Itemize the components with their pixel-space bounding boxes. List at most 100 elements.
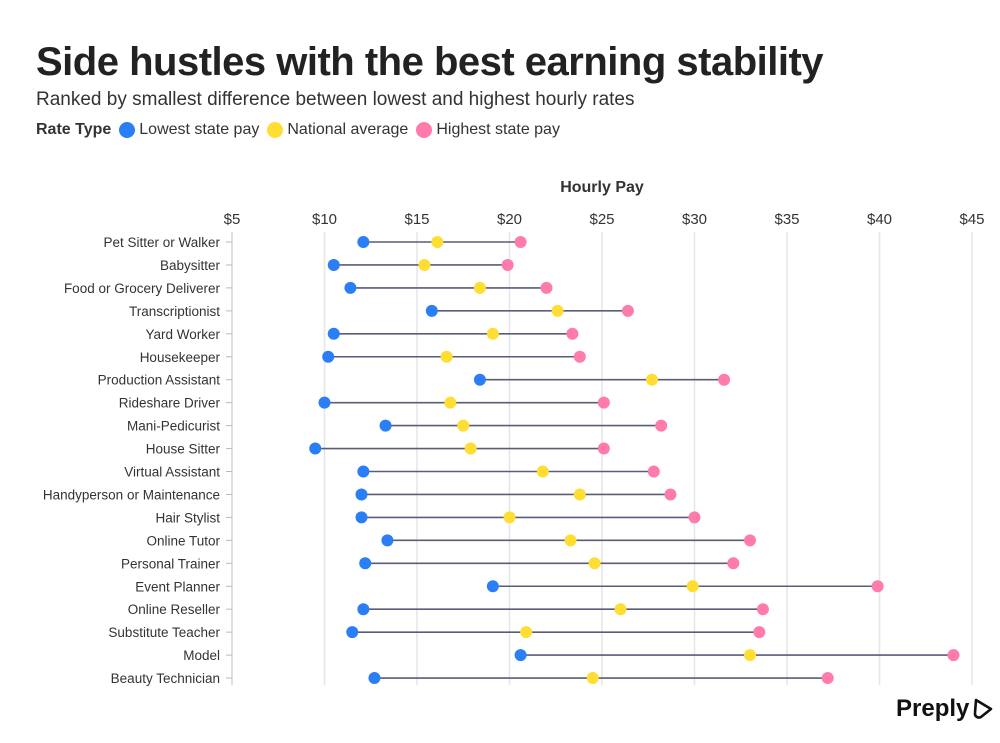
- point-national-average: [444, 396, 457, 409]
- x-tick-label: $45: [959, 211, 984, 228]
- point-lowest-state-pay: [344, 281, 357, 294]
- point-lowest-state-pay: [381, 534, 394, 547]
- point-lowest-state-pay: [322, 350, 335, 363]
- x-tick-label: $15: [404, 211, 429, 228]
- point-highest-state-pay: [664, 488, 677, 501]
- point-national-average: [573, 488, 586, 501]
- point-highest-state-pay: [621, 304, 634, 317]
- point-highest-state-pay: [718, 373, 731, 386]
- point-highest-state-pay: [566, 327, 579, 340]
- y-tick-label: Beauty Technician: [111, 671, 220, 686]
- legend-swatch-avg: [267, 122, 284, 138]
- point-national-average: [536, 465, 549, 478]
- y-tick-label: Housekeeper: [140, 350, 221, 365]
- point-highest-state-pay: [597, 396, 610, 409]
- point-lowest-state-pay: [473, 373, 486, 386]
- legend-item-low: Lowest state pay: [119, 121, 259, 139]
- x-tick-label: $20: [497, 211, 522, 228]
- point-highest-state-pay: [501, 258, 514, 271]
- point-national-average: [503, 511, 516, 524]
- y-tick-label: Substitute Teacher: [108, 625, 220, 640]
- legend-swatch-high: [416, 122, 433, 138]
- point-highest-state-pay: [655, 419, 668, 432]
- y-tick-label: Mani-Pedicurist: [127, 419, 220, 434]
- y-tick-label: Personal Trainer: [121, 556, 221, 571]
- x-tick-label: $25: [589, 211, 614, 228]
- legend-label-low: Lowest state pay: [139, 121, 260, 138]
- point-lowest-state-pay: [357, 236, 370, 248]
- point-highest-state-pay: [597, 442, 610, 455]
- legend-item-avg: National average: [267, 121, 408, 139]
- point-national-average: [440, 350, 453, 363]
- point-national-average: [588, 557, 601, 570]
- x-tick-label: $5: [224, 211, 241, 228]
- point-highest-state-pay: [573, 350, 586, 363]
- point-national-average: [686, 580, 699, 593]
- point-highest-state-pay: [744, 534, 756, 547]
- point-lowest-state-pay: [309, 442, 322, 455]
- y-tick-label: Pet Sitter or Walker: [103, 235, 220, 250]
- point-national-average: [645, 373, 658, 386]
- point-national-average: [551, 304, 564, 317]
- preply-logo-icon: [974, 698, 993, 719]
- preply-logo: Preply: [896, 695, 994, 723]
- y-tick-label: Yard Worker: [145, 327, 220, 342]
- point-lowest-state-pay: [357, 603, 370, 616]
- point-highest-state-pay: [871, 580, 884, 593]
- point-national-average: [457, 419, 470, 432]
- point-national-average: [744, 649, 756, 662]
- point-national-average: [431, 236, 444, 248]
- point-highest-state-pay: [647, 465, 660, 478]
- point-highest-state-pay: [514, 236, 527, 248]
- y-tick-label: Virtual Assistant: [124, 465, 220, 480]
- y-tick-label: Babysitter: [160, 258, 221, 273]
- legend-label-avg: National average: [287, 121, 409, 138]
- y-tick-label: Event Planner: [135, 579, 220, 594]
- y-tick-label: Food or Grocery Deliverer: [64, 281, 221, 296]
- point-national-average: [486, 327, 499, 340]
- point-lowest-state-pay: [514, 649, 527, 662]
- point-national-average: [614, 603, 627, 616]
- point-lowest-state-pay: [486, 580, 499, 593]
- legend-swatch-low: [119, 122, 136, 138]
- brand-name: Preply: [896, 695, 970, 722]
- y-tick-label: Model: [183, 648, 220, 663]
- point-national-average: [418, 258, 431, 271]
- y-tick-label: Rideshare Driver: [119, 396, 221, 411]
- point-highest-state-pay: [753, 626, 766, 639]
- point-lowest-state-pay: [359, 557, 372, 570]
- x-tick-label: $35: [774, 211, 799, 228]
- point-highest-state-pay: [821, 672, 834, 685]
- y-tick-label: Handyperson or Maintenance: [43, 487, 220, 502]
- point-lowest-state-pay: [355, 511, 368, 524]
- point-highest-state-pay: [688, 511, 701, 524]
- y-tick-label: Online Tutor: [146, 533, 220, 548]
- legend-title: Rate Type: [36, 121, 112, 138]
- legend-label-high: Highest state pay: [436, 121, 560, 138]
- point-national-average: [564, 534, 577, 547]
- point-lowest-state-pay: [327, 258, 340, 271]
- point-highest-state-pay: [540, 281, 553, 294]
- point-highest-state-pay: [947, 649, 960, 662]
- point-lowest-state-pay: [368, 672, 381, 685]
- point-lowest-state-pay: [346, 626, 359, 639]
- point-highest-state-pay: [727, 557, 740, 570]
- x-tick-label: $10: [312, 211, 337, 228]
- y-tick-label: House Sitter: [146, 442, 221, 457]
- point-lowest-state-pay: [355, 488, 368, 501]
- point-national-average: [520, 626, 533, 639]
- point-national-average: [586, 672, 599, 685]
- y-tick-label: Transcriptionist: [129, 304, 220, 319]
- x-tick-label: $30: [682, 211, 707, 228]
- point-lowest-state-pay: [425, 304, 438, 317]
- point-national-average: [473, 281, 486, 294]
- legend: Rate Type Lowest state pay National aver…: [36, 121, 568, 139]
- x-axis-label: Hourly Pay: [560, 179, 644, 196]
- point-highest-state-pay: [756, 603, 769, 616]
- y-tick-label: Production Assistant: [98, 373, 221, 388]
- point-lowest-state-pay: [357, 465, 370, 478]
- y-tick-label: Hair Stylist: [155, 510, 220, 525]
- x-tick-label: $40: [867, 211, 892, 228]
